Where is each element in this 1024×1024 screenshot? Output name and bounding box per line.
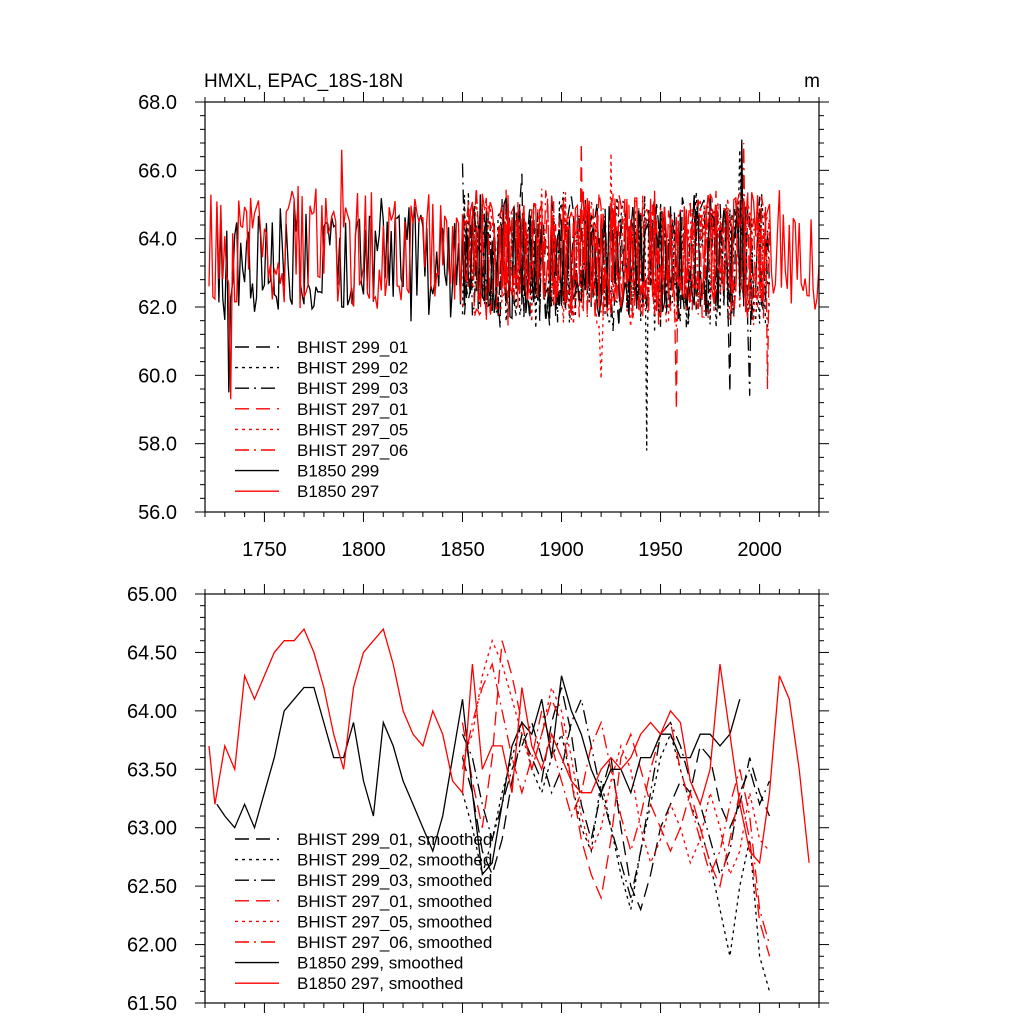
y-tick-label: 62.50 [127, 876, 177, 898]
y-tick-label: 68.0 [138, 92, 177, 114]
legend-label: BHIST 297_05 [297, 420, 408, 439]
legend-label: BHIST 297_01, smoothed [297, 892, 492, 911]
legend-label: BHIST 299_01, smoothed [297, 830, 492, 849]
y-tick-label: 63.50 [127, 759, 177, 781]
y-tick-label: 66.0 [138, 160, 177, 182]
x-tick-label: 1800 [341, 539, 386, 561]
x-tick-label: 1750 [242, 539, 287, 561]
series-line-bhist-297-01-smoothed [461, 640, 771, 957]
y-tick-label: 64.00 [127, 701, 177, 723]
y-tick-label: 58.0 [138, 434, 177, 456]
x-tick-label: 1850 [440, 539, 485, 561]
top-panel: HMXL, EPAC_18S-18N m 1750 1800 1850 1900 195… [138, 71, 829, 561]
x-tick-label: 2000 [737, 539, 782, 561]
x-tick-label: 1900 [539, 539, 584, 561]
series-line-bhist-297-05-smoothed [461, 638, 770, 877]
series-group [208, 139, 819, 451]
legend-label: BHIST 299_03, smoothed [297, 871, 492, 890]
series-line-b1850-297 [208, 149, 819, 400]
legend-label: BHIST 299_01 [297, 338, 408, 357]
y-tick-label: 61.50 [127, 993, 177, 1015]
legend-label: BHIST 297_05, smoothed [297, 912, 492, 931]
legend-label: B1850 299, smoothed [297, 954, 463, 973]
plot-frame [204, 593, 820, 1004]
legend-label: BHIST 297_06 [297, 441, 408, 460]
legend-label: BHIST 299_02, smoothed [297, 851, 492, 870]
legend-label: B1850 299 [297, 462, 379, 481]
y-tick-label: 64.0 [138, 229, 177, 251]
series-line-b1850-299-smoothed [216, 675, 741, 877]
legend-label: BHIST 299_02 [297, 359, 408, 378]
legend-label: BHIST 297_06, smoothed [297, 933, 492, 952]
y-tick-label: 62.0 [138, 297, 177, 319]
legend-label: B1850 297, smoothed [297, 974, 463, 993]
y-tick-label: 63.00 [127, 818, 177, 840]
legend-label: BHIST 299_03 [297, 379, 408, 398]
y-tick-label: 56.0 [138, 502, 177, 524]
y-tick-label: 64.50 [127, 642, 177, 664]
series-line-bhist-299-02-smoothed [461, 722, 771, 992]
legend-label: BHIST 297_01 [297, 400, 408, 419]
series-line-b1850-297-smoothed [208, 627, 810, 865]
x-tick-label: 1950 [638, 539, 683, 561]
series-group [208, 627, 810, 992]
y-tick-label: 62.00 [127, 935, 177, 957]
legend-label: B1850 297 [297, 482, 379, 501]
y-tick-label: 65.00 [127, 584, 177, 606]
bottom-panel: 61.50 62.00 62.50 63.00 63.50 64.00 64.50 65.00… [127, 584, 829, 1015]
chart-title: HMXL, EPAC_18S-18N [204, 71, 403, 92]
y-tick-label: 60.0 [138, 365, 177, 387]
series-line-bhist-297-06-smoothed [461, 661, 771, 945]
legend: BHIST 299_01, smoothed BHIST 299_02, smoo… [235, 830, 492, 993]
units-label: m [804, 71, 820, 92]
